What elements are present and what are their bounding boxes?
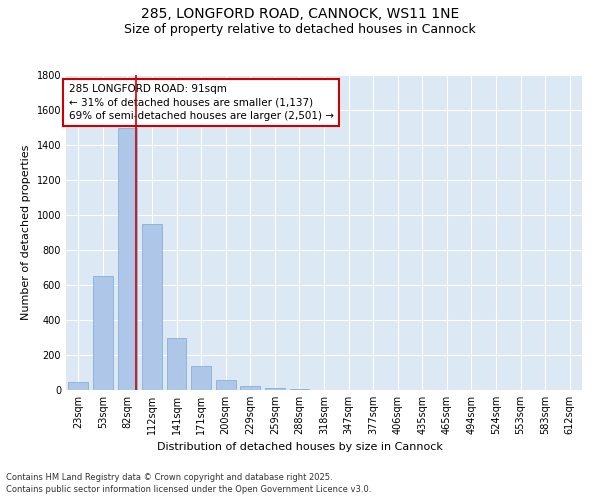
Bar [191,366,211,390]
Text: Distribution of detached houses by size in Cannock: Distribution of detached houses by size … [157,442,443,452]
Y-axis label: Number of detached properties: Number of detached properties [21,145,31,320]
Text: Contains public sector information licensed under the Open Government Licence v3: Contains public sector information licen… [6,485,371,494]
Text: 285 LONGFORD ROAD: 91sqm
← 31% of detached houses are smaller (1,137)
69% of sem: 285 LONGFORD ROAD: 91sqm ← 31% of detach… [68,84,334,121]
Bar [241,386,260,390]
Bar [118,128,137,390]
Bar [265,388,284,390]
Text: Contains HM Land Registry data © Crown copyright and database right 2025.: Contains HM Land Registry data © Crown c… [6,472,332,482]
Bar [68,382,88,390]
Bar [142,224,162,390]
Bar [93,276,113,390]
Bar [167,338,187,390]
Text: Size of property relative to detached houses in Cannock: Size of property relative to detached ho… [124,22,476,36]
Text: 285, LONGFORD ROAD, CANNOCK, WS11 1NE: 285, LONGFORD ROAD, CANNOCK, WS11 1NE [141,8,459,22]
Bar [290,389,309,390]
Bar [216,380,236,390]
